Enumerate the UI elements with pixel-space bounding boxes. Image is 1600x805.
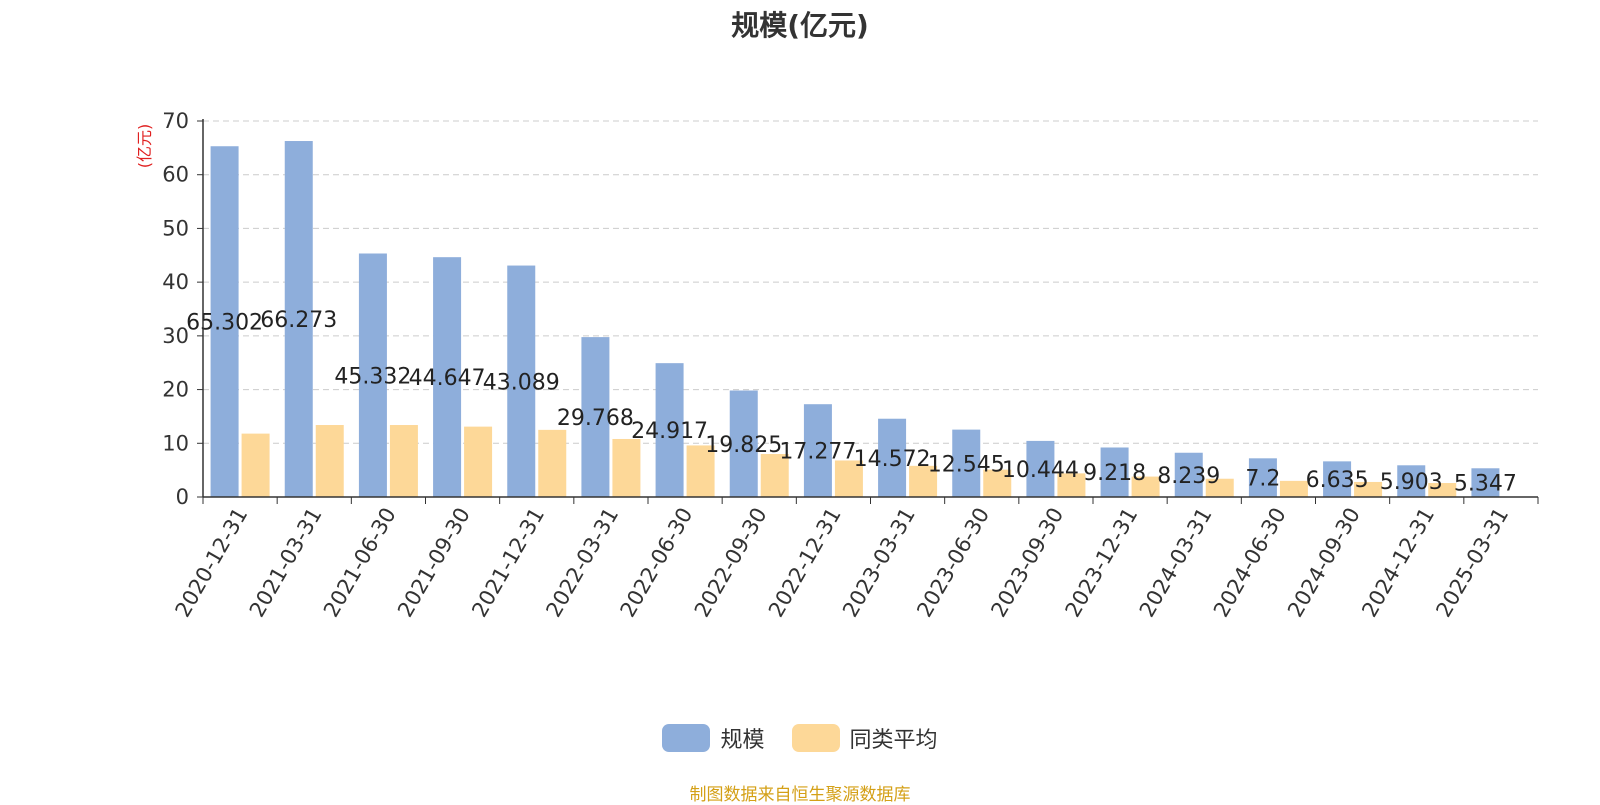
bar-peer-average[interactable] [1279,480,1308,497]
legend-swatch-peer-average [791,724,840,752]
y-tick-label: 20 [162,378,189,402]
bar-peer-average[interactable] [1428,483,1457,497]
data-label-scale: 5.903 [1380,470,1443,495]
x-tick-label: 2024-09-30 [1283,504,1365,622]
bar-scale[interactable] [210,146,239,497]
grid-lines [203,120,1538,444]
x-tick-label: 2023-03-31 [838,504,920,622]
x-tick-label: 2021-06-30 [319,504,401,622]
bar-scale[interactable] [581,337,610,497]
bar-peer-average[interactable] [1354,481,1383,497]
bar-peer-average[interactable] [315,425,344,497]
legend-swatch-scale [662,724,711,752]
bar-scale[interactable] [284,141,313,497]
data-label-scale: 9.218 [1083,461,1146,486]
x-tick-label: 2023-06-30 [912,504,994,622]
bar-scale[interactable] [1026,440,1055,497]
y-tick-label: 60 [162,163,189,187]
bar-peer-average[interactable] [909,465,938,497]
bar-peer-average[interactable] [389,425,418,497]
y-tick-label: 40 [162,270,189,294]
bar-peer-average[interactable] [983,469,1012,497]
bar-scale[interactable] [1100,447,1129,497]
x-tick-label: 2023-12-31 [1061,504,1143,622]
y-axis-label: (亿元) [135,124,154,169]
data-label-scale: 12.545 [928,452,1005,477]
bar-peer-average[interactable] [538,429,567,497]
x-tick-label: 2022-09-30 [690,504,772,622]
legend-item-scale[interactable]: 规模 [662,722,765,754]
bar-scale[interactable] [358,253,387,497]
data-label-scale: 5.347 [1454,472,1517,497]
data-label-scale: 6.635 [1306,468,1369,493]
x-tick-label: 2020-12-31 [171,504,253,622]
data-label-scale: 66.273 [260,308,337,333]
bar-peer-average[interactable] [241,433,270,497]
data-label-scale: 10.444 [1002,458,1079,483]
bar-scale[interactable] [1397,465,1426,497]
x-tick-label: 2021-12-31 [467,504,549,622]
y-tick-label: 70 [162,109,189,133]
bar-peer-average[interactable] [760,454,789,497]
x-tick-label: 2021-03-31 [245,504,327,622]
data-label-scale: 7.2 [1245,467,1280,492]
bar-peer-average[interactable] [1205,478,1234,497]
data-label-scale: 45.332 [334,364,411,389]
legend: 规模 同类平均 [0,722,1600,758]
x-tick-label: 2021-09-30 [393,504,475,622]
chart-title: 规模(亿元) [731,9,869,42]
bar-peer-average[interactable] [686,445,715,497]
bar-scale[interactable] [878,418,907,497]
bar-scale[interactable] [655,363,684,497]
data-label-scale: 29.768 [557,406,634,431]
y-tick-label: 0 [176,485,189,509]
y-tick-label: 30 [162,324,189,348]
bar-scale[interactable] [1323,461,1352,497]
bar-peer-average[interactable] [612,438,641,497]
legend-item-peer-average[interactable]: 同类平均 [791,722,938,754]
legend-label-scale: 规模 [720,728,765,753]
x-tick-label: 2024-12-31 [1357,504,1439,622]
x-tick-label: 2022-12-31 [764,504,846,622]
data-label-scale: 19.825 [705,433,782,458]
bar-scale[interactable] [803,404,832,497]
bar-peer-average[interactable] [1131,476,1160,497]
x-tick-label: 2022-06-30 [616,504,698,622]
data-label-scale: 44.647 [409,366,486,391]
bar-peer-average[interactable] [464,426,493,497]
y-tick-label: 10 [162,431,189,455]
data-label-scale: 43.089 [483,370,560,395]
source-note: 制图数据来自恒生聚源数据库 [689,785,911,805]
x-tick-label: 2022-03-31 [541,504,623,622]
x-tick-label: 2024-03-31 [1135,504,1217,622]
x-tick-label: 2023-09-30 [986,504,1068,622]
bar-scale[interactable] [952,429,981,497]
bar-scale[interactable] [507,265,536,497]
bar-peer-average[interactable] [834,460,863,497]
bar-scale[interactable] [1471,468,1500,497]
data-label-scale: 24.917 [631,419,708,444]
y-tick-label: 50 [162,216,189,240]
data-label-scale: 65.302 [186,311,263,336]
x-tick-label: 2025-03-31 [1431,504,1513,622]
bar-scale[interactable] [433,257,462,497]
bar-scale[interactable] [729,390,758,497]
data-label-scale: 17.277 [779,440,856,465]
bars [210,141,1500,497]
bar-scale[interactable] [1248,458,1277,497]
data-label-scale: 14.572 [854,447,931,472]
x-tick-label: 2024-06-30 [1209,504,1291,622]
bar-scale[interactable] [1174,452,1203,497]
legend-label-peer-average: 同类平均 [849,728,938,753]
bar-peer-average[interactable] [1057,473,1086,497]
data-label-scale: 8.239 [1157,464,1220,489]
